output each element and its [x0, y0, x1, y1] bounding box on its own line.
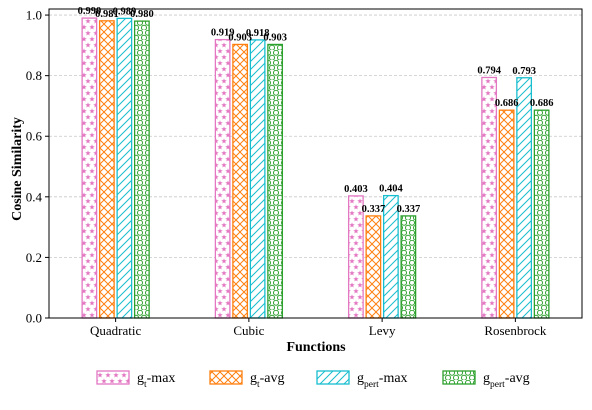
legend-item: gpert-avg — [442, 370, 530, 390]
y-tick-label: 0.8 — [26, 68, 42, 83]
bar-value-label: 0.337 — [362, 204, 386, 215]
data-labels: 0.990 0.919 0.403 0.794 0.981 0.903 0.337 0.686… — [78, 6, 554, 215]
bar-value-label: 0.404 — [379, 184, 403, 195]
plot-frame — [48, 8, 583, 319]
x-axis-title: Functions — [286, 340, 346, 355]
legend-label: gt-max — [137, 371, 175, 390]
grid — [49, 14, 582, 258]
legend-item: gpert-max — [316, 370, 408, 390]
x-tick-label: Quadratic — [90, 323, 141, 338]
legend-label: gpert-max — [357, 371, 408, 390]
legend-label: gpert-avg — [483, 371, 530, 390]
legend-label: gt-avg — [250, 371, 285, 390]
legend-item: gt-avg — [209, 370, 285, 390]
bar — [267, 43, 284, 319]
bar-value-label: 0.903 — [228, 32, 252, 43]
x-tick-label: Levy — [369, 323, 396, 338]
bar-value-label: 0.686 — [495, 98, 519, 109]
bar-value-label: 0.918 — [246, 28, 270, 39]
legend-swatch — [442, 370, 476, 385]
bar-value-label: 0.903 — [263, 32, 287, 43]
bar-value-label: 0.686 — [530, 98, 554, 109]
bar — [98, 20, 115, 319]
bar — [133, 20, 150, 319]
bar — [232, 43, 249, 319]
bar-value-label: 0.919 — [211, 28, 235, 39]
bar — [81, 17, 98, 319]
legend-swatch — [96, 370, 130, 385]
legend: gt-max gt-avg gpert-max gpert-avg — [96, 370, 530, 390]
bar-value-label: 0.794 — [477, 65, 501, 76]
x-tick-label: Rosenbrock — [484, 323, 547, 338]
bar — [400, 215, 417, 319]
legend-swatch — [316, 370, 350, 385]
bars — [81, 17, 550, 319]
bar — [498, 109, 515, 319]
y-axis-title: Cosine Similarity — [10, 117, 25, 221]
bar-value-label: 0.980 — [130, 9, 154, 20]
bar-value-label: 0.403 — [344, 184, 368, 195]
bar-value-label: 0.989 — [113, 6, 137, 17]
bar — [516, 77, 533, 319]
bar — [533, 109, 550, 319]
bar — [365, 215, 382, 319]
y-tick-label: 0.0 — [26, 311, 42, 326]
y-tick-label: 0.2 — [26, 250, 42, 265]
bar — [249, 39, 266, 319]
bar-value-label: 0.990 — [78, 6, 102, 17]
legend-swatch — [209, 370, 243, 385]
bar-value-label: 0.793 — [512, 66, 536, 77]
bar-value-label: 0.337 — [397, 204, 421, 215]
bar — [481, 76, 498, 319]
bar-value-label: 0.981 — [95, 9, 119, 20]
bar — [116, 17, 133, 319]
legend-item: gt-max — [96, 370, 175, 390]
y-tick-label: 0.4 — [26, 189, 43, 204]
x-tick-label: Cubic — [233, 323, 264, 338]
y-tick-label: 0.6 — [26, 129, 43, 144]
bar — [214, 38, 231, 319]
axes: 0.0 0.2 0.4 0.6 0.8 1.0 Quadratic Cubic Levy Rose… — [26, 8, 583, 338]
y-tick-label: 1.0 — [26, 8, 42, 23]
